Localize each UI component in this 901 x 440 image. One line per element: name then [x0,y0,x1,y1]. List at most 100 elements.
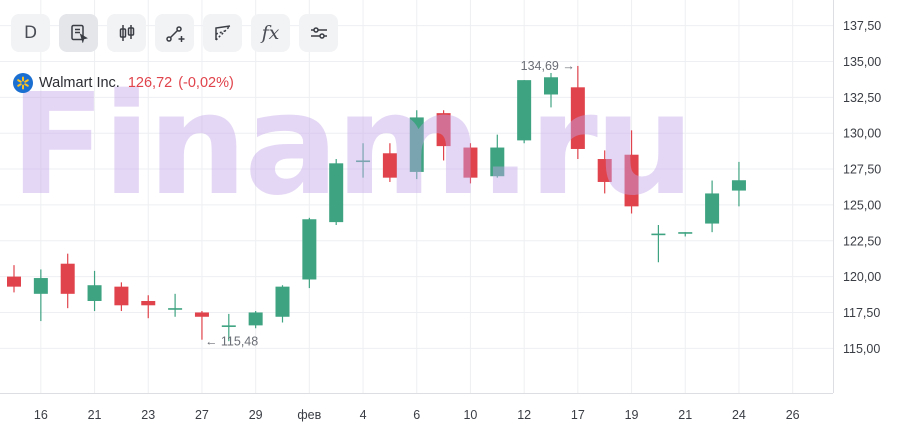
y-tick-label: 122,50 [843,234,881,248]
candle[interactable] [33,269,48,322]
candle[interactable] [7,265,21,293]
x-tick-label: 10 [463,408,477,422]
candle-body [141,300,156,306]
candle[interactable] [463,143,478,184]
fib-tool-button[interactable] [203,14,242,52]
chart-toolbar: D fx [11,14,338,52]
fib-tool-icon [214,25,231,41]
order-entry-icon [70,24,88,43]
extreme-label: 134,69 → [521,59,575,73]
candle[interactable] [356,143,371,178]
candle-body [33,278,48,294]
settings-sliders-icon [310,27,327,39]
candle-body [382,153,397,178]
x-tick-label: 4 [360,408,367,422]
fx-icon: fx [261,22,280,44]
y-tick-label: 117,50 [843,306,880,320]
candle[interactable] [329,159,344,225]
candle[interactable] [544,72,558,108]
x-tick-label: 26 [786,408,800,422]
candle-body [624,154,639,207]
x-tick-label: 21 [88,408,102,422]
candle[interactable] [302,217,317,289]
candle[interactable] [651,224,666,263]
x-tick-label: 23 [141,408,155,422]
candle-body [678,232,693,234]
x-tick-label: 29 [249,408,263,422]
candle-body [463,147,478,178]
candle-body [60,263,75,294]
chart-settings-button[interactable] [299,14,338,52]
annotations: 134,69 → ← 115,48 [205,59,575,348]
candle-body [409,117,424,172]
y-tick-label: 125,00 [843,198,881,212]
candle[interactable] [87,270,102,312]
candle-body [705,193,720,224]
candle-body [7,276,21,287]
candle-body [490,147,505,177]
candle[interactable] [194,311,209,340]
order-entry-button[interactable] [59,14,98,52]
chart-type-button[interactable] [107,14,146,52]
candle-body [87,285,102,301]
interval-label: D [23,23,38,43]
axes: 137,50 135,00 132,50 130,00 127,50 125,00 122,… [0,0,881,422]
candle[interactable] [705,180,720,233]
draw-line-icon [165,26,184,42]
instrument-change: (-0,02%) [178,75,234,91]
candle[interactable] [436,110,451,161]
y-tick-label: 120,00 [843,270,881,284]
y-tick-label: 137,50 [843,19,881,33]
candle[interactable] [248,311,263,329]
x-tick-label: 21 [678,408,692,422]
draw-line-button[interactable] [155,14,194,52]
x-tick-label: 19 [625,408,639,422]
candle[interactable] [141,295,156,319]
candle[interactable] [60,253,75,309]
extreme-label: ← 115,48 [205,334,258,348]
instrument-name: Walmart Inc. [39,75,120,91]
candle-body [275,286,290,317]
candle[interactable] [624,130,639,214]
candle[interactable] [678,232,693,237]
x-tick-label: 27 [195,408,209,422]
candle[interactable] [221,313,236,342]
candle-body [597,159,612,182]
candle[interactable] [168,293,183,317]
y-tick-label: 132,50 [843,91,881,105]
candle[interactable] [731,161,746,207]
x-tick-label: 12 [517,408,531,422]
instrument-price: 126,72 [127,75,173,91]
candle[interactable] [409,110,424,180]
x-tick-label: 6 [413,408,420,422]
candle-body [302,219,317,280]
candle-body [356,160,371,163]
candle-body [570,87,585,149]
indicators-button[interactable]: fx [251,14,290,52]
walmart-logo-icon [13,73,33,93]
candle-body [168,308,183,310]
candle[interactable] [490,134,505,178]
x-tick-label: 24 [732,408,746,422]
candle[interactable] [517,80,532,144]
candle-body [329,163,344,223]
candles [7,65,746,342]
candle[interactable] [114,282,129,312]
candle-body [731,180,746,191]
y-tick-label: 130,00 [843,127,881,141]
candle-body [436,113,451,147]
candle[interactable] [597,150,612,194]
candlestick-icon [119,25,134,41]
candle-body [517,80,532,141]
x-tick-label: 16 [34,408,48,422]
candle[interactable] [570,65,585,160]
candle[interactable] [382,143,397,182]
interval-button[interactable]: D [11,14,50,52]
candle-body [248,312,263,326]
y-tick-label: 127,50 [843,163,881,177]
candle-body [651,233,666,236]
candle-body [544,77,558,95]
candle-body [221,325,236,327]
candle[interactable] [275,285,290,323]
